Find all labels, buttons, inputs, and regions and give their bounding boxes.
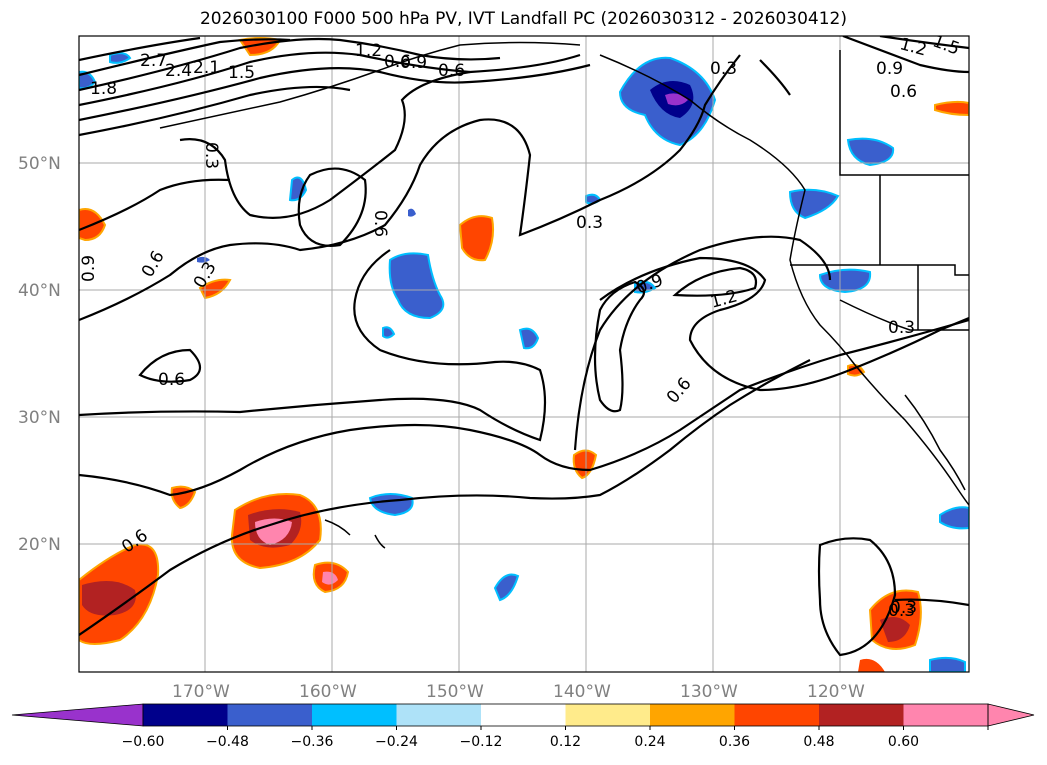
- contour-label: 2.1: [193, 58, 220, 78]
- colorbar: −0.60 −0.48 −0.36 −0.24 −0.12 0.12 0.24 0.36 0.4…: [11, 703, 1035, 750]
- colorbar-segment: [312, 704, 397, 726]
- contour-label: 0.6: [384, 52, 411, 72]
- lon-label: 160°W: [299, 682, 357, 702]
- colorbar-segment: [734, 704, 820, 726]
- lon-label: 120°W: [807, 682, 865, 702]
- colorbar-tick-label: −0.12: [460, 734, 503, 750]
- lon-label: 130°W: [680, 682, 738, 702]
- negative-anomaly-shading: [79, 52, 969, 672]
- contour-label: 0.9: [876, 59, 903, 79]
- colorbar-tick-label: −0.48: [206, 734, 249, 750]
- contour-label: 2.7: [140, 51, 167, 71]
- contour-label: 0.3: [576, 213, 603, 233]
- colorbar-tick-label: 0.48: [803, 734, 834, 750]
- lon-label: 140°W: [553, 682, 611, 702]
- contour-label: 1.2: [355, 41, 382, 61]
- contour-label: 0.3: [888, 318, 915, 338]
- contour-label: 0.3: [890, 598, 917, 618]
- colorbar-segment: [143, 704, 228, 726]
- colorbar-extend-high: [987, 703, 1035, 727]
- contour-label: 0.6: [438, 61, 465, 81]
- colorbar-segment: [819, 704, 904, 726]
- map-background: [79, 36, 969, 672]
- contour-label: 1.5: [228, 63, 255, 83]
- colorbar-segment: [481, 704, 566, 726]
- colorbar-tick-label: 0.36: [719, 734, 750, 750]
- contour-label: 0.6: [890, 82, 917, 102]
- colorbar-tick-label: 0.60: [888, 734, 919, 750]
- lon-label: 170°W: [172, 682, 230, 702]
- colorbar-segment: [650, 704, 735, 726]
- colorbar-segment: [903, 704, 989, 726]
- lat-label: 40°N: [18, 281, 61, 301]
- positive-anomaly-shading: [79, 37, 969, 672]
- contour-label: 0.3: [201, 142, 221, 169]
- colorbar-tick-label: 0.12: [550, 734, 581, 750]
- contour-label: 0.3: [710, 59, 737, 79]
- contour-label: 0.3: [888, 601, 915, 621]
- colorbar-segment: [227, 704, 313, 726]
- colorbar-extend-low: [11, 703, 144, 727]
- lon-label: 150°W: [426, 682, 484, 702]
- contour-label: 0.6: [370, 210, 390, 237]
- map-frame: [78, 35, 970, 673]
- contour-label: 1.8: [90, 79, 117, 99]
- colorbar-tick-label: 0.24: [634, 734, 665, 750]
- coastlines: [159, 41, 969, 549]
- colorbar-segment: [396, 704, 482, 726]
- contour-label: 2.4: [165, 61, 192, 81]
- longitude-labels: 170°W 160°W 150°W 140°W 130°W 120°W: [172, 682, 865, 702]
- colorbar-tick-label: −0.36: [291, 734, 334, 750]
- latitude-labels: 50°N 40°N 30°N 20°N: [18, 154, 61, 555]
- lat-label: 20°N: [18, 535, 61, 555]
- pv-contours: [79, 36, 969, 657]
- lat-label: 50°N: [18, 154, 61, 174]
- colorbar-tick-label: −0.24: [375, 734, 418, 750]
- map-title: 2026030100 F000 500 hPa PV, IVT Landfall…: [199, 9, 847, 29]
- lat-label: 30°N: [18, 408, 61, 428]
- colorbar-tick-label: −0.60: [122, 734, 165, 750]
- contour-label: 0.6: [158, 370, 185, 390]
- contour-label: 0.9: [79, 255, 99, 282]
- contour-label: 0.9: [400, 53, 427, 73]
- colorbar-segment: [565, 704, 651, 726]
